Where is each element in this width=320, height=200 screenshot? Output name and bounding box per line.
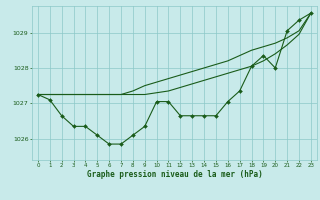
- X-axis label: Graphe pression niveau de la mer (hPa): Graphe pression niveau de la mer (hPa): [86, 170, 262, 179]
